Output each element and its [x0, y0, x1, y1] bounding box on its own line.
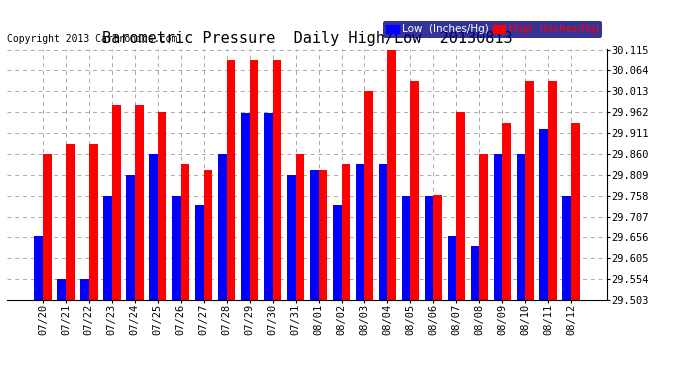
Bar	[226, 60, 235, 300]
Bar	[172, 196, 181, 300]
Bar	[379, 164, 388, 300]
Bar	[158, 112, 166, 300]
Bar	[135, 105, 144, 300]
Bar	[342, 164, 351, 300]
Bar	[356, 164, 364, 300]
Bar	[310, 170, 319, 300]
Bar	[517, 154, 525, 300]
Text: Copyright 2013 Cartronics.com: Copyright 2013 Cartronics.com	[7, 34, 177, 44]
Bar	[195, 206, 204, 300]
Bar	[218, 154, 226, 300]
Bar	[103, 196, 112, 300]
Title: Barometric Pressure  Daily High/Low  20130813: Barometric Pressure Daily High/Low 20130…	[101, 31, 513, 46]
Bar	[264, 113, 273, 300]
Bar	[181, 164, 190, 300]
Bar	[57, 279, 66, 300]
Bar	[388, 50, 396, 300]
Bar	[471, 246, 480, 300]
Bar	[411, 81, 419, 300]
Bar	[480, 154, 488, 300]
Bar	[241, 113, 250, 300]
Bar	[89, 144, 97, 300]
Bar	[295, 154, 304, 300]
Bar	[112, 105, 121, 300]
Bar	[273, 60, 282, 300]
Bar	[287, 175, 295, 300]
Bar	[571, 123, 580, 300]
Bar	[250, 60, 258, 300]
Bar	[319, 170, 327, 300]
Bar	[149, 154, 158, 300]
Bar	[540, 129, 549, 300]
Bar	[433, 195, 442, 300]
Bar	[493, 154, 502, 300]
Bar	[333, 206, 342, 300]
Bar	[525, 81, 534, 300]
Bar	[549, 81, 557, 300]
Bar	[80, 279, 89, 300]
Bar	[34, 236, 43, 300]
Bar	[126, 175, 135, 300]
Bar	[364, 91, 373, 300]
Bar	[66, 144, 75, 300]
Bar	[204, 170, 213, 300]
Bar	[562, 196, 571, 300]
Legend: Low  (Inches/Hg), High  (Inches/Hg): Low (Inches/Hg), High (Inches/Hg)	[384, 21, 602, 38]
Bar	[448, 236, 456, 300]
Bar	[43, 154, 52, 300]
Bar	[424, 196, 433, 300]
Bar	[502, 123, 511, 300]
Bar	[456, 112, 465, 300]
Bar	[402, 196, 411, 300]
